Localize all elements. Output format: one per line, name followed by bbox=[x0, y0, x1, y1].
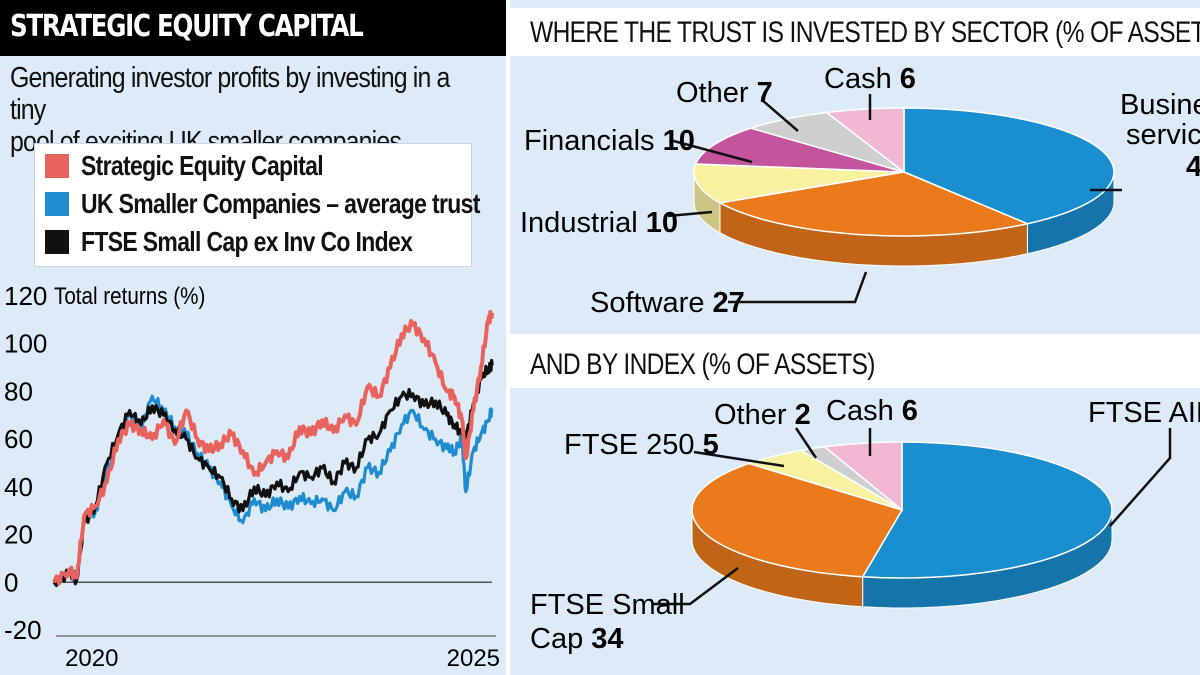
index-slice-4 bbox=[822, 441, 903, 512]
y-tick-label: 100 bbox=[4, 329, 47, 359]
sector-slice-2 bbox=[693, 163, 905, 204]
sector-slice-0 bbox=[903, 107, 1115, 225]
y-tick-label: 60 bbox=[4, 424, 33, 454]
sector-slice-1 bbox=[717, 171, 1030, 237]
legend-item-strategic: Strategic Equity Capital bbox=[45, 150, 376, 182]
leader-line-other bbox=[761, 99, 799, 132]
y-tick-label: 120 bbox=[4, 281, 47, 311]
legend-swatch-ftse-small bbox=[45, 230, 69, 254]
y-tick-label: 80 bbox=[4, 376, 33, 406]
chart-legend: Strategic Equity Capital UK Smaller Comp… bbox=[34, 143, 480, 267]
leader-line-f250 bbox=[693, 450, 785, 468]
leader-line-financials bbox=[669, 138, 753, 164]
x-tick-label: 2025 bbox=[447, 645, 500, 672]
subtitle-line-1: Generating investor profits by investing… bbox=[10, 62, 450, 126]
title-bar: STRATEGIC EQUITY CAPITAL bbox=[0, 0, 506, 56]
left-panel: STRATEGIC EQUITY CAPITAL Generating inve… bbox=[0, 0, 506, 675]
label-other: Other 7 bbox=[676, 77, 773, 109]
horizontal-divider bbox=[510, 334, 1200, 340]
label-index-cash: Cash 6 bbox=[826, 395, 918, 427]
y-tick-label: 20 bbox=[4, 520, 33, 550]
y-tick-label: 40 bbox=[4, 472, 33, 502]
sector-chart-title: WHERE THE TRUST IS INVESTED BY SECTOR (%… bbox=[530, 16, 1200, 49]
label-business-line1: Busines bbox=[1120, 89, 1200, 121]
y-tick-label: 0 bbox=[4, 567, 18, 597]
index-chart-title: AND BY INDEX (% OF ASSETS) bbox=[530, 348, 875, 381]
index-slice-1 bbox=[691, 462, 904, 578]
label-business-value: 4 bbox=[1186, 151, 1200, 183]
line-chart: 120 100 80 60 40 20 0 -20 2020 2025 Total returns… bbox=[4, 281, 500, 672]
legend-label-uk-small: UK Smaller Companies – average trust bbox=[81, 188, 480, 219]
leader-line-industrial bbox=[667, 210, 713, 218]
leader-line-software bbox=[728, 271, 868, 304]
label-small-cap-line2: Cap 34 bbox=[530, 623, 624, 655]
leader-line-aim bbox=[1109, 428, 1172, 527]
leader-line-small-cap bbox=[652, 567, 739, 606]
legend-item-ftse-small: FTSE Small Cap ex Inv Co Index bbox=[45, 226, 485, 258]
y-axis-title: Total returns (%) bbox=[54, 283, 205, 310]
label-business-line2: service bbox=[1126, 119, 1200, 151]
legend-swatch-uk-small bbox=[45, 192, 69, 216]
legend-item-uk-small: UK Smaller Companies – average trust bbox=[45, 188, 567, 220]
series-line-0 bbox=[52, 309, 495, 586]
vertical-divider bbox=[506, 0, 510, 675]
sector-pie-chart: Busines service 4 Software 27 Industrial… bbox=[520, 63, 1200, 319]
index-heading-bar: AND BY INDEX (% OF ASSETS) bbox=[510, 340, 1200, 388]
label-small-cap-line1: FTSE Small bbox=[530, 589, 685, 621]
series-line-2 bbox=[52, 358, 494, 588]
label-cash: Cash 6 bbox=[824, 63, 916, 95]
legend-label-ftse-small: FTSE Small Cap ex Inv Co Index bbox=[81, 226, 413, 257]
label-industrial: Industrial 10 bbox=[520, 207, 678, 239]
legend-label-strategic: Strategic Equity Capital bbox=[81, 150, 324, 181]
index-slice-3 bbox=[798, 445, 903, 511]
label-f250: FTSE 250 5 bbox=[564, 429, 719, 461]
sector-heading-bar: WHERE THE TRUST IS INVESTED BY SECTOR (%… bbox=[510, 8, 1200, 56]
sector-slice-5 bbox=[824, 107, 905, 174]
index-slice-0 bbox=[861, 441, 1113, 579]
label-index-other: Other 2 bbox=[714, 399, 811, 431]
legend-swatch-strategic bbox=[45, 154, 69, 178]
y-tick-label: -20 bbox=[4, 615, 42, 645]
leader-line-index-other bbox=[794, 427, 818, 459]
x-tick-label: 2020 bbox=[65, 645, 118, 672]
label-financials: Financials 10 bbox=[524, 125, 695, 157]
index-pie-chart: FTSE AIM 5 FTSE Small Cap 34 FTSE 250 5 … bbox=[530, 395, 1200, 655]
label-aim: FTSE AIM 5 bbox=[1088, 397, 1200, 429]
label-software: Software 27 bbox=[590, 287, 745, 319]
page-title: STRATEGIC EQUITY CAPITAL bbox=[10, 9, 364, 44]
series-line-1 bbox=[53, 394, 494, 584]
